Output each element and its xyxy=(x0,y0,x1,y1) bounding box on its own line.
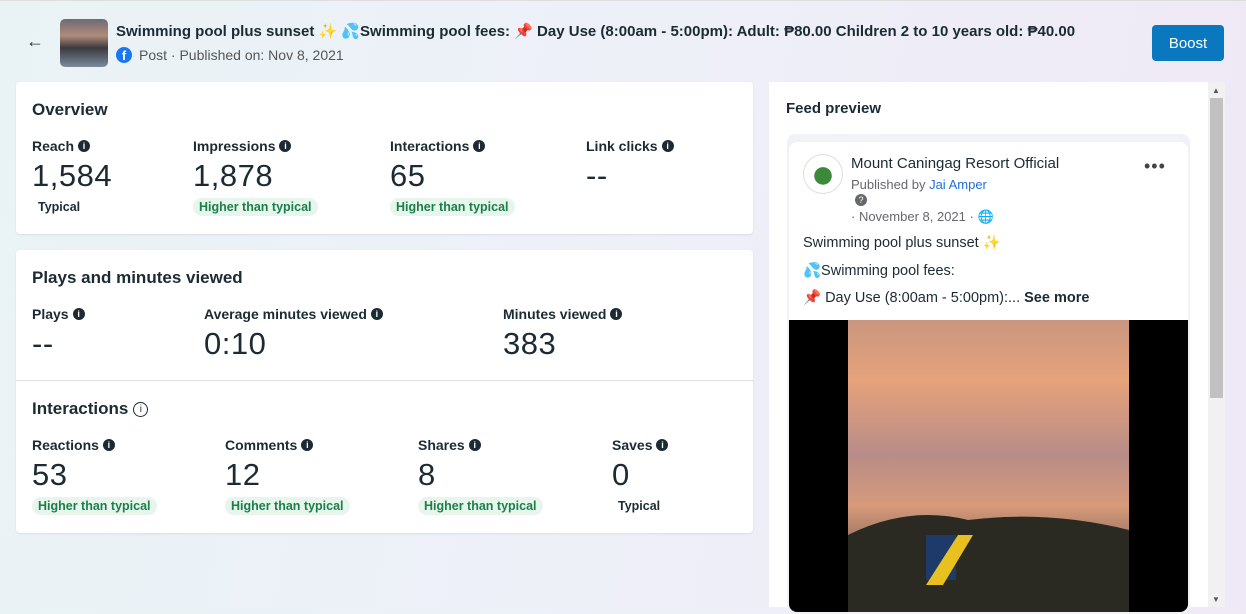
info-icon[interactable]: i xyxy=(279,140,292,152)
metric-label: Saves xyxy=(612,437,653,453)
interactions-title: Interactions xyxy=(32,399,129,418)
info-icon[interactable]: i xyxy=(102,439,115,451)
status-badge: Higher than typical xyxy=(193,198,318,216)
metric-value: 1,584 xyxy=(32,158,113,193)
info-icon[interactable]: i xyxy=(661,140,674,152)
metric-value: 65 xyxy=(390,158,426,193)
metric-value: 383 xyxy=(503,326,557,361)
metric-label: Reach xyxy=(32,138,75,154)
see-more-link[interactable]: See more xyxy=(1024,290,1090,306)
interactions-heading: Interactions i xyxy=(32,399,149,419)
sunset-pool-image xyxy=(848,320,1129,612)
post-text-line: 💦Swimming pool fees: xyxy=(803,263,955,279)
metric-value: 1,878 xyxy=(193,158,274,193)
post-thumbnail xyxy=(60,19,108,67)
author-link[interactable]: Jai Amper xyxy=(929,177,987,192)
metric-value: -- xyxy=(32,326,54,361)
scroll-down-icon[interactable]: ▼ xyxy=(1212,595,1220,604)
metric-link-clicks: Link clicks i -- xyxy=(586,138,674,194)
post-header: ← Swimming pool plus sunset ✨ 💦Swimming … xyxy=(0,0,1246,78)
metric-label: Minutes viewed xyxy=(503,306,607,322)
metric-label: Plays xyxy=(32,306,69,322)
feed-scrollbar[interactable]: ▲ ▼ xyxy=(1208,82,1225,607)
back-arrow-icon[interactable]: ← xyxy=(26,31,44,51)
metric-comments: Comments i 12 Higher than typical xyxy=(225,437,350,515)
help-icon[interactable]: ? xyxy=(855,194,867,206)
metric-label: Shares xyxy=(418,437,465,453)
post-video[interactable] xyxy=(789,320,1188,612)
facebook-icon: f xyxy=(116,47,132,63)
post-date: · November 8, 2021 · 🌐 xyxy=(851,209,994,225)
info-icon[interactable]: i xyxy=(301,439,314,451)
metric-reactions: Reactions i 53 Higher than typical xyxy=(32,437,157,515)
feed-preview-title: Feed preview xyxy=(786,100,882,117)
info-icon[interactable]: i xyxy=(473,140,486,152)
status-badge: Higher than typical xyxy=(390,198,515,216)
metric-label: Average minutes viewed xyxy=(204,306,367,322)
post-subtitle: f Post · Published on: Nov 8, 2021 xyxy=(116,47,344,63)
metric-interactions: Interactions i 65 Higher than typical xyxy=(390,138,515,216)
metric-avg-minutes: Average minutes viewed i 0:10 xyxy=(204,306,383,362)
status-badge: Higher than typical xyxy=(32,497,157,515)
metric-saves: Saves i 0 Typical xyxy=(612,437,669,515)
date-text[interactable]: · November 8, 2021 · xyxy=(851,209,974,224)
metric-value: 8 xyxy=(418,457,436,492)
metric-value: -- xyxy=(586,158,608,193)
metric-value: 0:10 xyxy=(204,326,267,361)
metric-label: Reactions xyxy=(32,437,99,453)
globe-icon: 🌐 xyxy=(977,209,994,224)
info-outline-icon[interactable]: i xyxy=(133,401,149,417)
metric-label: Interactions xyxy=(390,138,470,154)
metric-value: 53 xyxy=(32,457,68,492)
metric-impressions: Impressions i 1,878 Higher than typical xyxy=(193,138,318,216)
info-icon[interactable]: i xyxy=(656,439,669,451)
post-title: Swimming pool plus sunset ✨ 💦Swimming po… xyxy=(116,23,1076,40)
overview-card: Overview Reach i 1,584 Typical Impressions i… xyxy=(16,82,753,234)
metric-label: Comments xyxy=(225,437,298,453)
metric-label: Link clicks xyxy=(586,138,658,154)
published-by-label: Published by xyxy=(851,177,926,192)
metric-label: Impressions xyxy=(193,138,276,154)
info-icon[interactable]: i xyxy=(468,439,481,451)
more-options-icon[interactable]: ••• xyxy=(1144,156,1166,176)
status-badge: Typical xyxy=(618,499,661,513)
metric-value: 0 xyxy=(612,457,630,492)
status-badge: Higher than typical xyxy=(418,497,543,515)
plays-title: Plays and minutes viewed xyxy=(32,268,243,287)
post-preview: Mount Caningag Resort Official Published… xyxy=(787,134,1190,614)
metric-reach: Reach i 1,584 Typical xyxy=(32,138,112,216)
info-icon[interactable]: i xyxy=(78,140,91,152)
divider xyxy=(16,380,753,381)
post-text-line: 📌 Day Use (8:00am - 5:00pm):... See more xyxy=(803,289,1089,306)
published-by: Published by Jai Amper xyxy=(851,177,987,192)
info-icon[interactable]: i xyxy=(370,308,383,320)
metric-minutes-viewed: Minutes viewed i 383 xyxy=(503,306,623,362)
post-text-line: Swimming pool plus sunset ✨ xyxy=(803,235,1001,251)
metric-plays: Plays i -- xyxy=(32,306,85,362)
page-name[interactable]: Mount Caningag Resort Official xyxy=(851,155,1060,172)
feed-preview-panel: Feed preview Mount Caningag Resort Offic… xyxy=(769,82,1225,614)
status-badge: Higher than typical xyxy=(225,497,350,515)
scrollbar-thumb[interactable] xyxy=(1210,98,1223,398)
status-badge: Typical xyxy=(38,200,81,214)
scroll-up-icon[interactable]: ▲ xyxy=(1212,86,1220,95)
info-icon[interactable]: i xyxy=(72,308,85,320)
post-text: 📌 Day Use (8:00am - 5:00pm):... xyxy=(803,290,1021,306)
metric-value: 12 xyxy=(225,457,261,492)
boost-button[interactable]: Boost xyxy=(1152,25,1224,61)
plays-interactions-card: Plays and minutes viewed Plays i -- Averag… xyxy=(16,250,753,533)
post-meta: Post · Published on: Nov 8, 2021 xyxy=(139,47,344,63)
info-icon[interactable]: i xyxy=(610,308,623,320)
metric-shares: Shares i 8 Higher than typical xyxy=(418,437,543,515)
page-logo xyxy=(803,154,843,194)
overview-title: Overview xyxy=(32,100,108,119)
